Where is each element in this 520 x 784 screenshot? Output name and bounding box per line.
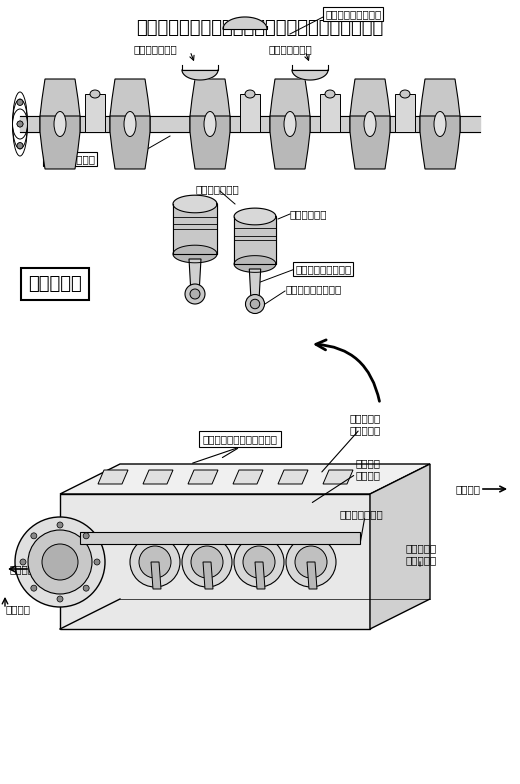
Polygon shape xyxy=(350,79,390,132)
Polygon shape xyxy=(151,562,161,589)
Polygon shape xyxy=(85,94,105,132)
Circle shape xyxy=(17,121,23,127)
Text: クランク軸: クランク軸 xyxy=(28,275,82,293)
Polygon shape xyxy=(320,94,340,132)
Circle shape xyxy=(250,299,260,309)
Circle shape xyxy=(286,537,336,587)
Polygon shape xyxy=(270,79,310,132)
Text: 伊方３号機非常用ディーゼル発電機（機関）鳥瞰図: 伊方３号機非常用ディーゼル発電機（機関）鳥瞰図 xyxy=(136,19,384,37)
Polygon shape xyxy=(350,116,390,169)
Polygon shape xyxy=(190,79,230,132)
Circle shape xyxy=(17,143,23,149)
Circle shape xyxy=(83,585,89,591)
Circle shape xyxy=(139,546,171,578)
Circle shape xyxy=(234,537,284,587)
Polygon shape xyxy=(190,116,230,169)
Text: 調速機側: 調速機側 xyxy=(455,484,480,494)
Text: クランクビンメタル: クランクビンメタル xyxy=(295,264,351,274)
Polygon shape xyxy=(370,464,430,629)
Circle shape xyxy=(57,522,63,528)
Text: スポンジ
発見箇所: スポンジ 発見箇所 xyxy=(355,458,380,480)
Ellipse shape xyxy=(54,111,66,136)
Circle shape xyxy=(31,533,37,539)
Ellipse shape xyxy=(204,111,216,136)
Polygon shape xyxy=(110,79,150,132)
Ellipse shape xyxy=(90,90,100,98)
Polygon shape xyxy=(420,116,460,169)
Ellipse shape xyxy=(284,111,296,136)
Circle shape xyxy=(185,284,205,304)
Circle shape xyxy=(28,530,92,594)
Polygon shape xyxy=(233,470,263,484)
Polygon shape xyxy=(143,470,173,484)
Polygon shape xyxy=(223,17,267,29)
Polygon shape xyxy=(40,79,80,132)
Text: クランクビンメタル: クランクビンメタル xyxy=(325,9,381,19)
Text: 発電機側: 発電機側 xyxy=(10,564,35,574)
Polygon shape xyxy=(173,245,217,263)
Text: 潤滑油配管母管: 潤滑油配管母管 xyxy=(340,509,384,519)
Text: 潤滑油配管
分　岐　管: 潤滑油配管 分 岐 管 xyxy=(350,413,381,435)
Polygon shape xyxy=(234,216,276,264)
Circle shape xyxy=(191,546,223,578)
Polygon shape xyxy=(173,195,217,212)
Polygon shape xyxy=(292,70,328,80)
Polygon shape xyxy=(278,470,308,484)
Polygon shape xyxy=(249,269,261,304)
Polygon shape xyxy=(323,470,353,484)
Text: （第５主軸受）: （第５主軸受） xyxy=(268,44,312,54)
Polygon shape xyxy=(182,70,218,80)
Polygon shape xyxy=(203,562,213,589)
Text: 第１３ビストン: 第１３ビストン xyxy=(195,184,239,194)
Circle shape xyxy=(83,533,89,539)
Polygon shape xyxy=(189,259,201,294)
Polygon shape xyxy=(420,79,460,132)
Polygon shape xyxy=(188,470,218,484)
Polygon shape xyxy=(270,116,310,169)
Polygon shape xyxy=(234,208,276,225)
Circle shape xyxy=(31,585,37,591)
Polygon shape xyxy=(395,94,415,132)
Text: 第５クランクビン: 第５クランクビン xyxy=(45,154,95,164)
Text: （第６主軸受）: （第６主軸受） xyxy=(133,44,177,54)
Ellipse shape xyxy=(434,111,446,136)
Circle shape xyxy=(295,546,327,578)
Circle shape xyxy=(42,544,78,580)
Text: クランク室
安　全　弁: クランク室 安 全 弁 xyxy=(405,543,436,564)
Circle shape xyxy=(243,546,275,578)
Polygon shape xyxy=(60,464,430,494)
Polygon shape xyxy=(98,470,128,484)
Bar xyxy=(80,532,360,544)
Ellipse shape xyxy=(400,90,410,98)
Polygon shape xyxy=(60,494,370,629)
Circle shape xyxy=(15,517,105,607)
Ellipse shape xyxy=(325,90,335,98)
Circle shape xyxy=(182,537,232,587)
Polygon shape xyxy=(40,116,80,169)
Circle shape xyxy=(17,121,23,127)
Circle shape xyxy=(57,596,63,602)
Circle shape xyxy=(17,100,23,105)
Circle shape xyxy=(245,295,265,314)
Ellipse shape xyxy=(245,90,255,98)
Polygon shape xyxy=(173,204,217,254)
Polygon shape xyxy=(110,116,150,169)
Circle shape xyxy=(130,537,180,587)
Polygon shape xyxy=(255,562,265,589)
Polygon shape xyxy=(234,256,276,272)
Polygon shape xyxy=(240,94,260,132)
Circle shape xyxy=(190,289,200,299)
Polygon shape xyxy=(307,562,317,589)
Ellipse shape xyxy=(364,111,376,136)
Circle shape xyxy=(17,143,23,149)
Text: 第５ビストン: 第５ビストン xyxy=(290,209,328,219)
Text: 回転方向: 回転方向 xyxy=(5,604,30,614)
Text: 第５および第１３ビストン: 第５および第１３ビストン xyxy=(202,434,278,444)
Circle shape xyxy=(20,559,26,565)
Text: クランクジャーナル: クランクジャーナル xyxy=(285,284,341,294)
Ellipse shape xyxy=(124,111,136,136)
Circle shape xyxy=(17,100,23,105)
Polygon shape xyxy=(20,116,480,132)
Circle shape xyxy=(94,559,100,565)
